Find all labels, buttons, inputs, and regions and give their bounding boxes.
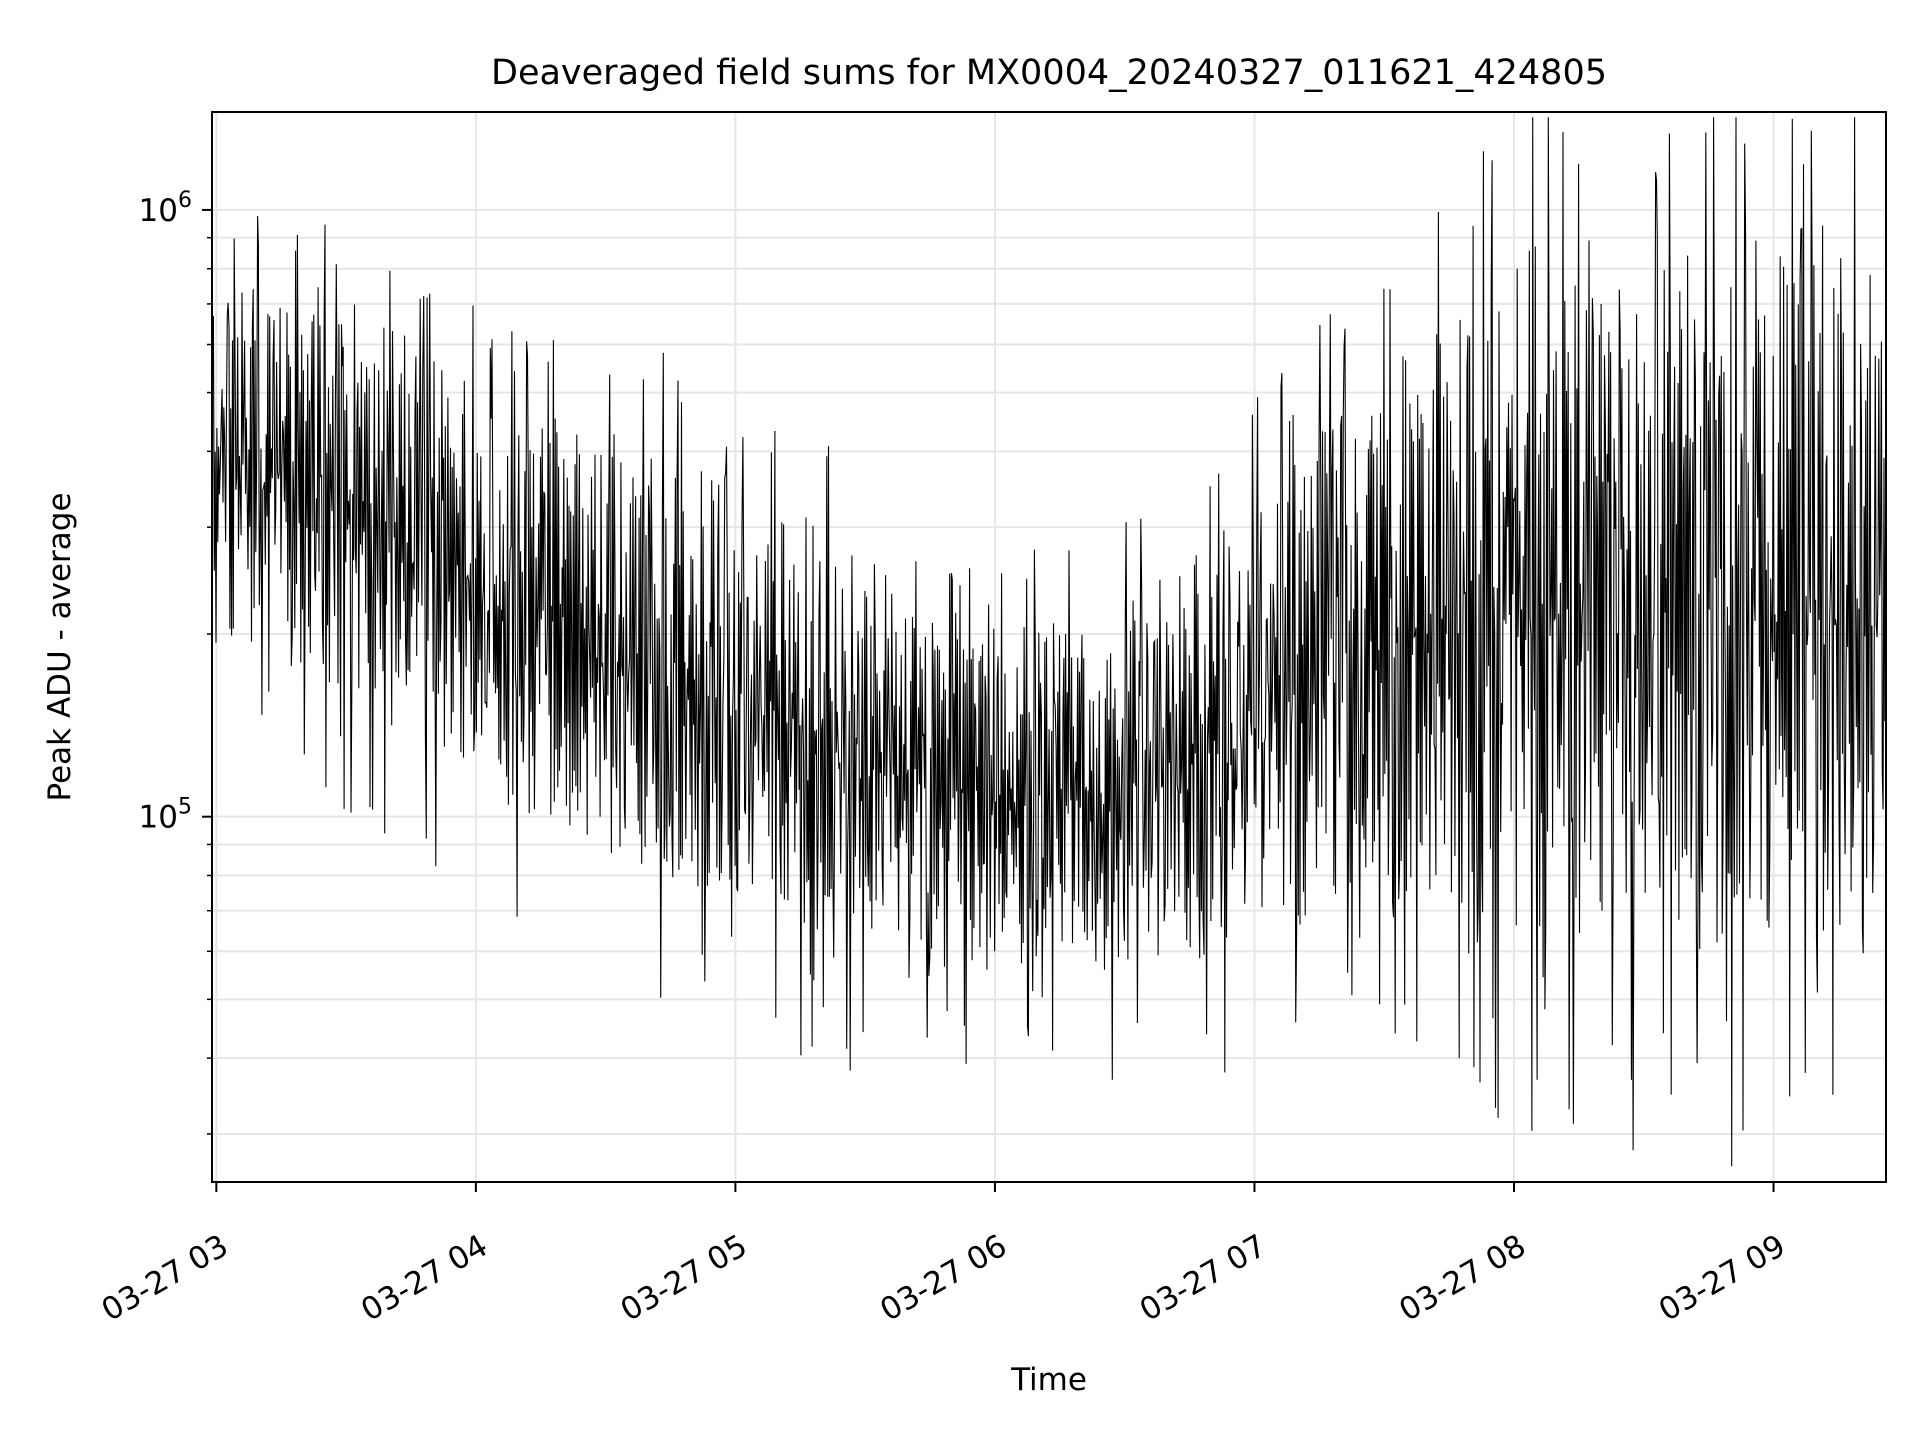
axes-frame [211,111,1887,1183]
y-tick-label: 105 [139,795,192,836]
x-axis-label: Time [1010,1362,1087,1398]
y-axis: 105 106 [139,188,212,1135]
chart-title: Deaveraged field sums for MX0004_2024032… [491,53,1607,93]
grid [212,112,1886,1182]
y-tick-label: 106 [139,188,192,229]
plot-area [212,117,1887,1167]
y-axis-label: Peak ADU - average [42,492,78,801]
series-line [212,117,1887,1167]
